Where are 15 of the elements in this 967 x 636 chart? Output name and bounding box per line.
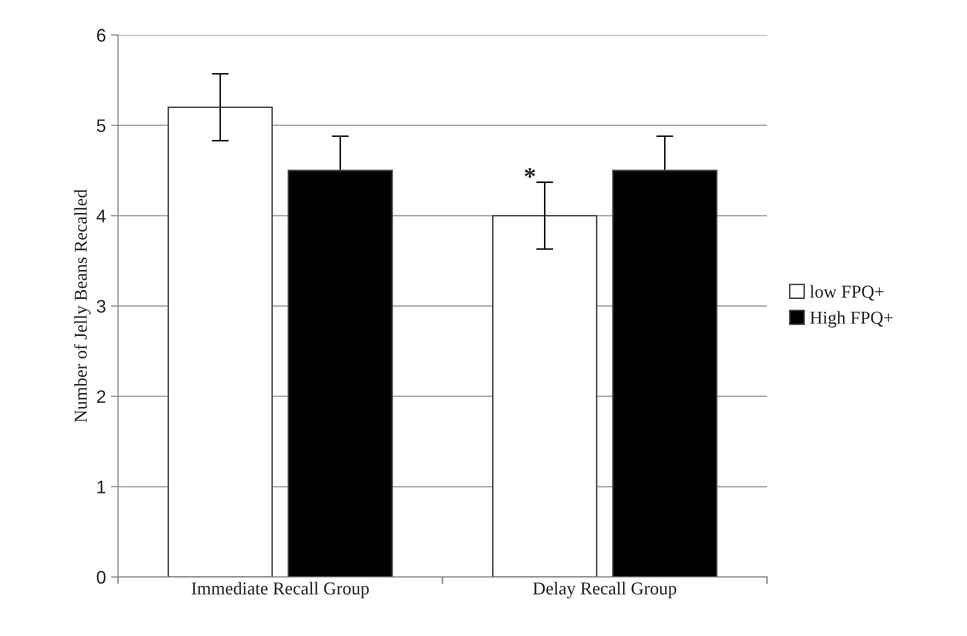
y-tick-label: 2 [97, 390, 106, 403]
y-axis-title: Number of Jelly Beans Recalled [74, 189, 91, 422]
legend-label: High FPQ+ [810, 311, 893, 328]
bar [492, 214, 598, 577]
y-tick-label: 0 [96, 570, 106, 584]
bar [168, 106, 273, 577]
y-tick-label: 4 [96, 210, 106, 222]
annotation: * [524, 168, 536, 178]
y-tick-label: 3 [96, 300, 106, 313]
y-tick-label: 1 [98, 480, 106, 494]
x-tick-label: Immediate Recall Group [192, 582, 369, 598]
legend-label: low FPQ+ [810, 285, 884, 301]
y-tick-label: 5 [96, 119, 106, 132]
x-tick-label: Delay Recall Group [533, 582, 676, 598]
y-tick-label: 6 [97, 28, 106, 42]
